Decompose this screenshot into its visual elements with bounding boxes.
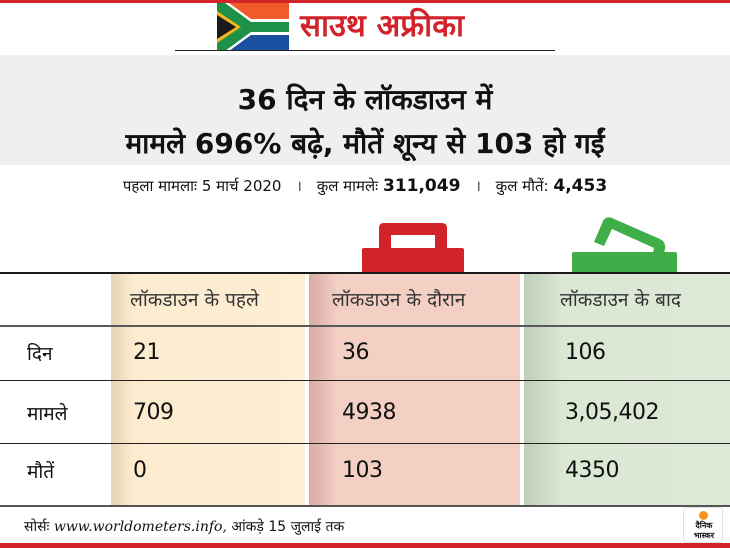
header-divider — [0, 325, 730, 327]
cell-days-before: 21 — [133, 340, 161, 365]
headline-line-2: मामले 696% बढ़े, मौतें शून्य से 103 हो ग… — [125, 127, 605, 160]
total-deaths-label: कुल मौतें: — [495, 177, 549, 195]
total-deaths-value: 4,453 — [553, 176, 608, 196]
locked-padlock-icon — [362, 223, 464, 273]
first-case-label: पहला मामलाः — [122, 177, 198, 195]
source-note: सोर्सः www.worldometers.info, आंकड़े 15 … — [24, 517, 344, 536]
cell-cases-before: 709 — [133, 400, 174, 425]
column-header-after: लॉकडाउन के बाद — [560, 289, 681, 311]
cell-deaths-after: 4350 — [565, 458, 620, 483]
logo-sun-icon — [699, 511, 708, 520]
cell-deaths-during: 103 — [342, 458, 383, 483]
column-before-lockdown-bg — [111, 274, 305, 505]
cell-days-during: 36 — [342, 340, 370, 365]
first-case-value: 5 मार्च 2020 — [201, 177, 282, 195]
column-after-lockdown-bg — [524, 274, 730, 505]
source-prefix: सोर्सः — [24, 519, 50, 535]
headline-line-1: 36 दिन के लॉकडाउन में — [237, 83, 493, 116]
row-divider — [0, 443, 730, 444]
south-africa-flag-icon — [217, 3, 289, 51]
headline-band — [0, 55, 730, 165]
title-divider — [175, 50, 555, 51]
source-suffix: आंकड़े 15 जुलाई तक — [231, 519, 345, 535]
table-top-border — [0, 272, 730, 274]
row-label-days: दिन — [27, 343, 53, 365]
column-header-during: लॉकडाउन के दौरान — [332, 289, 466, 311]
table-bottom-border — [0, 505, 730, 507]
total-cases-value: 311,049 — [382, 176, 461, 196]
bottom-accent-bar — [0, 543, 730, 548]
country-title: साउथ अफ्रीका — [300, 8, 465, 44]
cell-deaths-before: 0 — [133, 458, 147, 483]
cell-days-after: 106 — [565, 340, 606, 365]
top-accent-bar — [0, 0, 730, 3]
logo-line-1: दैनिक — [695, 521, 713, 530]
total-cases-label: कुल मामलेः — [316, 177, 379, 195]
cell-cases-after: 3,05,402 — [565, 400, 659, 425]
logo-line-2: भास्कर — [693, 531, 715, 540]
column-header-before: लॉकडाउन के पहले — [130, 289, 259, 311]
cell-cases-during: 4938 — [342, 400, 397, 425]
column-during-lockdown-bg — [309, 274, 520, 505]
source-url: www.worldometers.info, — [53, 519, 227, 535]
row-label-cases: मामले — [27, 403, 68, 425]
row-divider — [0, 380, 730, 381]
separator: । — [296, 177, 302, 195]
unlocked-padlock-icon — [572, 217, 677, 273]
dainik-bhaskar-logo: दैनिक भास्कर — [683, 507, 723, 543]
separator: । — [475, 177, 481, 195]
row-label-deaths: मौतें — [27, 461, 55, 483]
summary-line: पहला मामलाः 5 मार्च 2020 । कुल मामलेः 31… — [0, 176, 730, 196]
